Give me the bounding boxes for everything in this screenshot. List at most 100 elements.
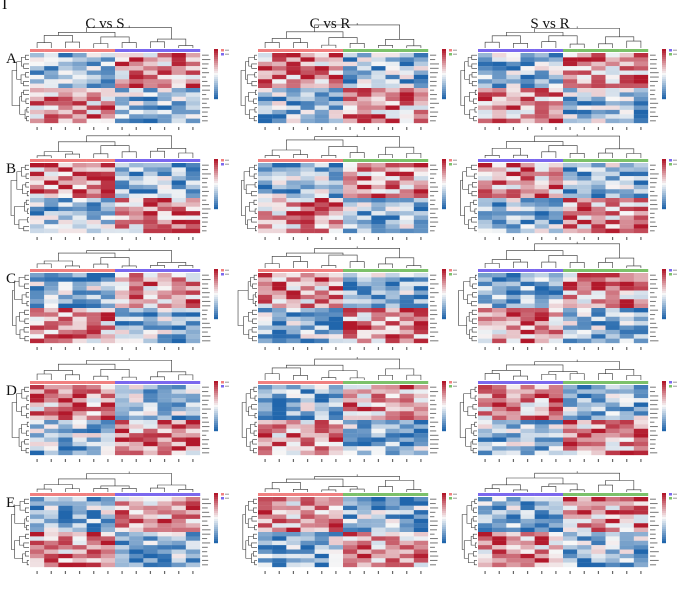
heatmap-cell — [520, 553, 535, 559]
feature-tick — [202, 212, 209, 214]
heatmap-cell — [520, 385, 535, 390]
dendrogram-branch — [534, 472, 620, 481]
heatmap-cell — [58, 428, 73, 434]
heatmap-cell — [171, 540, 186, 546]
color-scale-step — [214, 415, 218, 418]
annotation-cell-S — [129, 159, 144, 162]
heatmap-cell — [58, 53, 73, 58]
heatmap-cell — [413, 338, 429, 344]
group-legend-swatch-R — [449, 385, 452, 388]
heatmap-cell — [399, 206, 414, 212]
feature-tick — [650, 217, 655, 219]
heatmap-cell — [272, 420, 287, 425]
group-legend-text-mark — [225, 163, 229, 165]
annotation-cell-C — [272, 159, 287, 162]
heatmap-cell — [143, 558, 158, 563]
heatmap-cell — [492, 420, 507, 425]
heatmap-cell — [506, 505, 521, 511]
heatmap-cell — [129, 510, 144, 515]
heatmap-cell — [129, 411, 144, 416]
annotation-cell-R — [399, 381, 415, 384]
heatmap-cell — [58, 501, 73, 506]
heatmap-cell — [129, 96, 144, 102]
dendrogram-branch — [406, 374, 422, 380]
heatmap-cell — [605, 167, 620, 172]
heatmap-cell — [286, 224, 301, 229]
heatmap-cell — [399, 532, 414, 537]
dendrogram-branch — [254, 107, 257, 113]
heatmap-cell — [534, 290, 549, 296]
heatmap-cell — [272, 215, 287, 221]
feature-tick — [202, 399, 209, 401]
heatmap-cell — [328, 114, 344, 119]
heatmap-cell — [413, 389, 429, 394]
heatmap-cell — [100, 281, 116, 287]
sample-tick — [555, 237, 557, 240]
annotation-cell-C — [272, 49, 287, 52]
heatmap-cell — [506, 228, 521, 234]
heatmap-cell — [314, 303, 329, 309]
heatmap-cell — [58, 433, 73, 438]
heatmap-cell — [633, 176, 649, 181]
heatmap-cell — [506, 562, 521, 568]
color-scale-step — [662, 513, 666, 516]
heatmap-cell — [605, 505, 620, 511]
feature-tick — [430, 186, 439, 188]
heatmap-cell — [272, 501, 287, 506]
heatmap-cell — [399, 114, 414, 119]
heatmap-cell — [548, 228, 564, 234]
heatmap-cell — [171, 415, 186, 421]
group-legend-swatch-C — [221, 49, 224, 52]
heatmap-cell — [563, 562, 578, 568]
sample-tick — [78, 347, 81, 350]
color-scale-step — [442, 513, 446, 516]
feature-tick — [202, 417, 208, 419]
heatmap-cell — [72, 562, 87, 568]
heatmap-cell — [100, 389, 116, 394]
heatmap-cell — [520, 518, 535, 524]
dendrogram-branch — [86, 27, 172, 40]
dendrogram-branch — [43, 484, 73, 490]
heatmap-cell — [534, 273, 549, 278]
heatmap-cell — [72, 540, 87, 546]
heatmap-cell — [413, 167, 429, 172]
feature-tick — [430, 391, 439, 393]
dendrogram-branch — [21, 406, 27, 416]
heatmap-cell — [171, 83, 186, 89]
heatmap-cell — [143, 308, 158, 313]
heatmap-cell — [357, 228, 372, 234]
annotation-cell-C — [86, 49, 102, 52]
heatmap-cell — [157, 101, 172, 106]
annotation-cell-R — [563, 381, 578, 384]
dendrogram-branch — [470, 424, 475, 434]
heatmap-cells — [258, 53, 429, 124]
heatmap-cell — [58, 88, 73, 93]
heatmap-cell — [385, 385, 400, 390]
heatmap-cell — [343, 206, 358, 212]
color-scale-step — [214, 205, 218, 208]
dendrogram-branch — [254, 560, 257, 566]
heatmap-cell — [605, 523, 620, 528]
heatmap-cell — [357, 224, 372, 229]
heatmap-cell — [86, 527, 101, 533]
heatmap-cell — [258, 101, 273, 106]
heatmap-cell — [58, 549, 73, 555]
heatmap-cell — [577, 228, 592, 234]
heatmap-cell — [577, 180, 592, 186]
heatmap-cell — [605, 105, 620, 111]
heatmap-cell — [171, 450, 186, 456]
dendrogram-branch — [534, 135, 620, 149]
heatmap-cell — [563, 70, 578, 76]
color-scale-step — [442, 53, 446, 56]
annotation-cell-C — [100, 381, 116, 384]
heatmap-cell — [478, 514, 493, 520]
dendrogram-branch — [21, 389, 27, 399]
dendrogram-branch — [349, 488, 365, 492]
dendrogram-branch — [286, 364, 344, 371]
heatmap-cell — [577, 393, 592, 399]
heatmap-cell — [44, 553, 59, 559]
heatmap-cell — [548, 286, 564, 291]
sample-tick — [292, 127, 295, 130]
heatmap-cell — [548, 88, 564, 93]
heatmap-cell — [577, 505, 592, 511]
